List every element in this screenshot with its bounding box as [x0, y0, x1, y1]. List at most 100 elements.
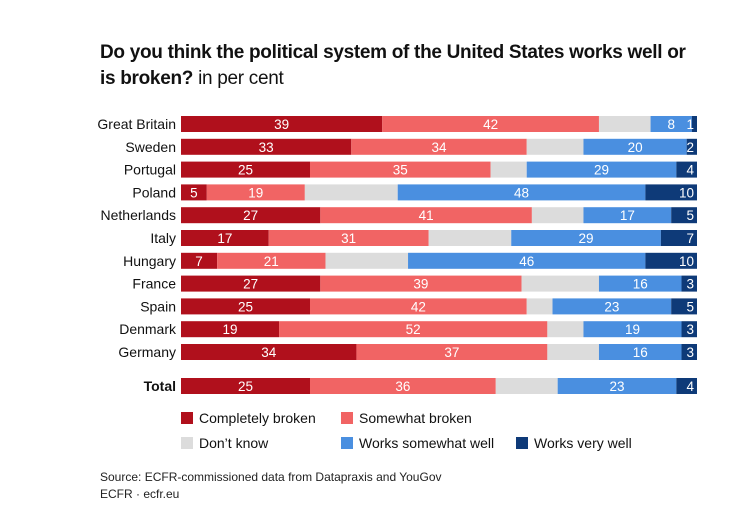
data-label: 19 — [248, 185, 263, 200]
bar-segment — [181, 344, 357, 360]
data-label: 7 — [686, 231, 694, 246]
data-label: 3 — [686, 345, 694, 360]
bar-segment — [181, 252, 218, 269]
bar-segment — [181, 116, 383, 132]
data-label: 23 — [610, 379, 625, 394]
bar-segment — [521, 275, 599, 292]
bar-segment — [181, 230, 269, 246]
data-label: 25 — [238, 299, 253, 314]
bar-segment — [526, 138, 584, 155]
category-label: France — [132, 276, 176, 292]
bar-segment — [547, 344, 599, 360]
credit-note: ECFR · ecfr.eu — [100, 487, 180, 501]
category-label: Spain — [140, 298, 176, 314]
legend-label: Completely broken — [199, 410, 316, 426]
bar-segment — [681, 275, 697, 292]
bar-segment — [279, 321, 548, 338]
bar-segment — [325, 252, 409, 269]
data-label: 10 — [679, 185, 694, 200]
chart-title: Do you think the political system of the… — [100, 42, 686, 89]
bar-segment — [526, 161, 677, 178]
category-label: Germany — [118, 344, 176, 360]
bar-segment — [681, 321, 697, 338]
data-label: 52 — [406, 322, 421, 337]
data-label: 39 — [413, 277, 428, 292]
legend-swatch — [181, 437, 193, 449]
bar-segment — [181, 298, 310, 315]
bar-segment — [547, 321, 584, 338]
bar-segment — [181, 207, 321, 224]
bar-segment — [310, 161, 491, 178]
bar-segment — [181, 321, 280, 338]
bar-segment — [356, 344, 548, 360]
bar-segment — [531, 207, 584, 224]
data-label: 46 — [519, 254, 534, 269]
data-label: 25 — [238, 379, 253, 394]
data-label: 35 — [393, 163, 408, 178]
legend-swatch — [516, 437, 528, 449]
bar-segment — [495, 378, 558, 394]
data-label: 16 — [633, 277, 648, 292]
bar-segment — [583, 207, 672, 224]
data-label: 16 — [633, 345, 648, 360]
source-note: Source: ECFR-commissioned data from Data… — [100, 470, 442, 484]
bar-segment — [511, 230, 661, 246]
data-label: 7 — [195, 254, 203, 269]
bar-segment — [320, 207, 532, 224]
bar-segment — [217, 252, 326, 269]
legend-label: Works very well — [534, 435, 632, 451]
bar-segment — [382, 116, 599, 132]
bar-segment — [490, 161, 527, 178]
data-label: 33 — [259, 140, 274, 155]
category-label: Hungary — [123, 253, 176, 269]
bar-segment — [181, 378, 310, 394]
data-label: 10 — [679, 254, 694, 269]
bar-segment — [206, 184, 305, 201]
legend-swatch — [341, 437, 353, 449]
data-label: 25 — [238, 163, 253, 178]
bar-segment — [598, 116, 651, 132]
bar-segment — [268, 230, 429, 246]
data-label: 37 — [444, 345, 459, 360]
data-label: 29 — [579, 231, 594, 246]
data-label: 27 — [243, 208, 258, 223]
data-label: 42 — [483, 117, 498, 132]
data-label: 4 — [686, 379, 694, 394]
bar-segment — [181, 138, 352, 155]
data-label: 5 — [190, 185, 198, 200]
bar-segment — [671, 298, 697, 315]
category-label: Sweden — [125, 139, 176, 155]
data-label: 3 — [686, 322, 694, 337]
data-label: 20 — [628, 140, 643, 155]
bar-segment — [397, 184, 646, 201]
data-label: 3 — [686, 277, 694, 292]
bar-segment — [686, 138, 697, 155]
data-label: 4 — [686, 163, 694, 178]
legend-swatch — [341, 412, 353, 424]
bar-segment — [660, 230, 697, 246]
category-label: Poland — [132, 184, 176, 200]
data-label: 17 — [217, 231, 232, 246]
data-label: 8 — [667, 117, 675, 132]
category-label: Denmark — [119, 321, 177, 337]
data-label: 27 — [243, 277, 258, 292]
legend-swatch — [181, 412, 193, 424]
category-label: Portugal — [124, 162, 176, 178]
data-label: 42 — [411, 299, 426, 314]
bar-segment — [320, 275, 522, 292]
legend-label: Somewhat broken — [359, 410, 472, 426]
bar-segment — [583, 321, 682, 338]
bar-segment — [645, 184, 697, 201]
bar-segment — [351, 138, 527, 155]
bar-segment — [676, 378, 697, 394]
data-label: 29 — [594, 163, 609, 178]
bar-segment — [408, 252, 646, 269]
data-label: 2 — [686, 140, 694, 155]
data-label: 34 — [431, 140, 447, 155]
data-label: 5 — [686, 299, 694, 314]
bar-segment — [650, 116, 692, 132]
bar-segment — [557, 378, 677, 394]
category-label: Netherlands — [101, 207, 177, 223]
data-label: 34 — [261, 345, 277, 360]
